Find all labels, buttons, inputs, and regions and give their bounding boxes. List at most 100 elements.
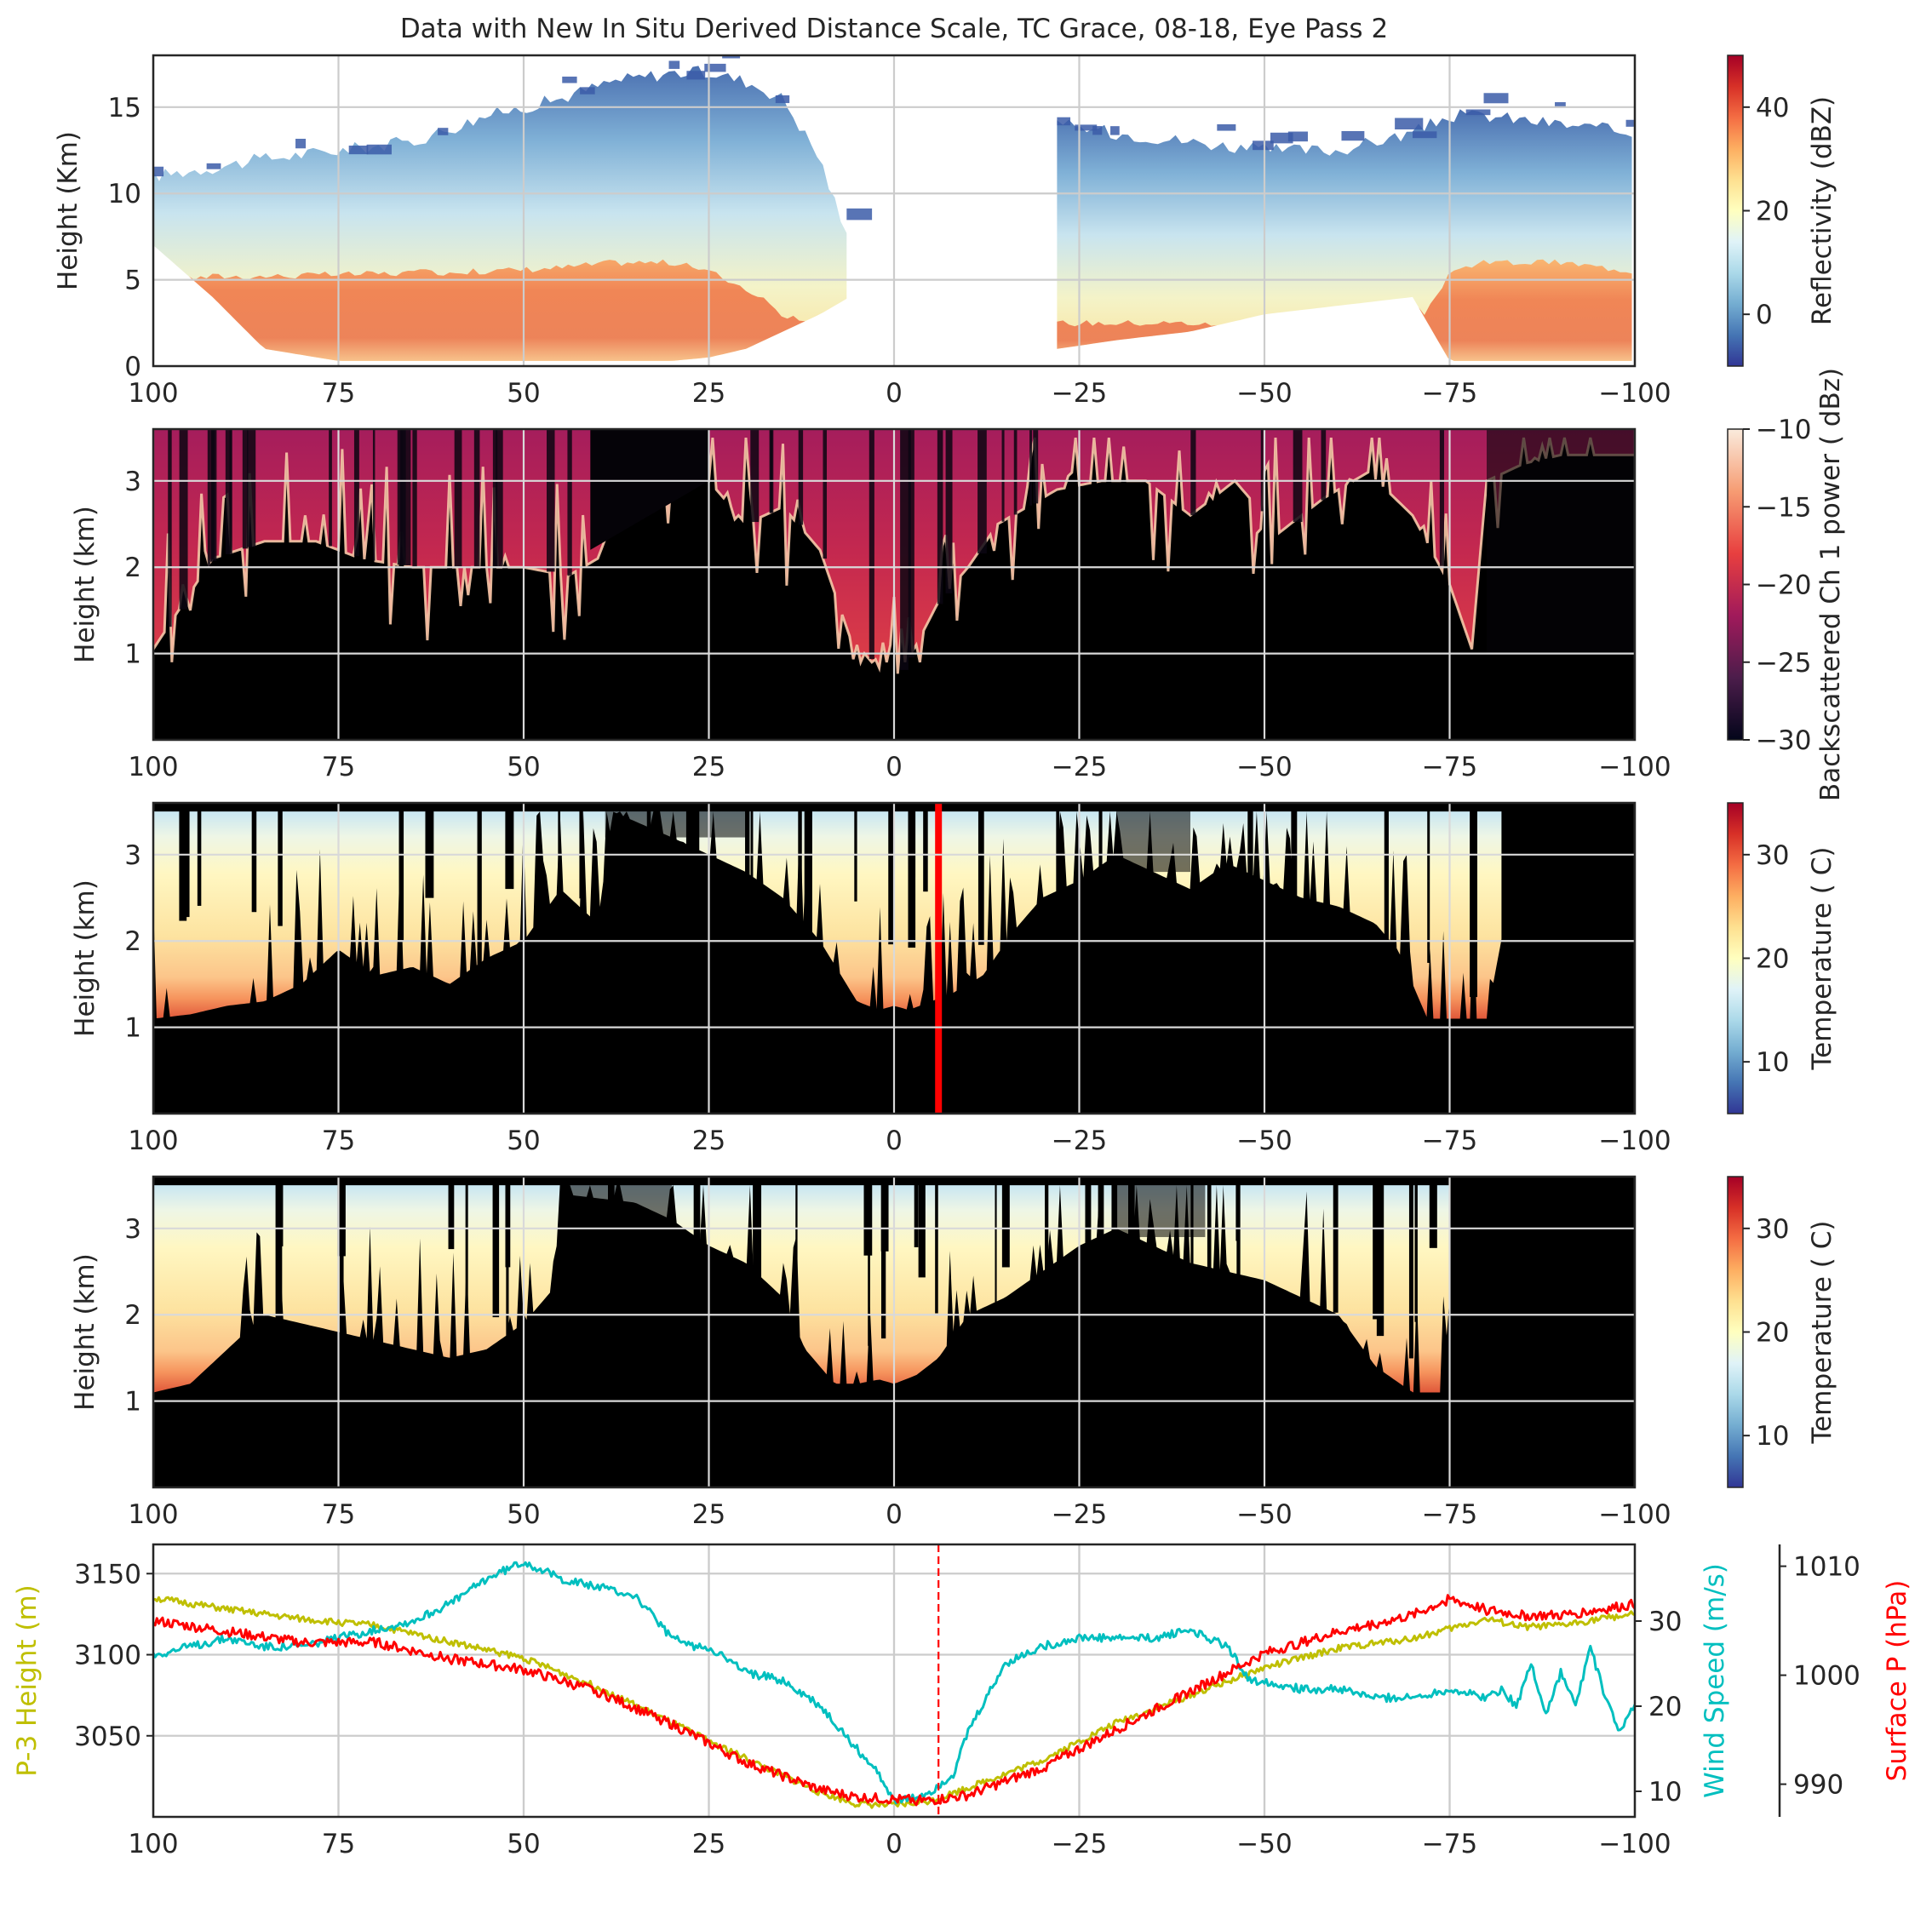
colorbar-tick-label: 40 [1756,93,1789,123]
backscatter-dark-column [1260,429,1264,512]
backscatter-dark-column [823,429,828,559]
chart-title: Data with New In Situ Derived Distance S… [400,14,1388,44]
temperature-dark-column [753,1177,762,1323]
reflectivity-fragment [366,144,392,155]
x-tick-label: 25 [692,1126,725,1156]
series-line-p-3-height-m- [153,1596,1635,1809]
reflectivity-fragment [1287,131,1308,142]
temperature-dark-column [398,803,404,942]
colorbar-tick-label: −30 [1756,725,1811,756]
backscatter-dark-column [329,429,332,547]
x-tick-label: 75 [322,1126,355,1156]
temperature-dark-column [646,803,651,885]
y-tick-label: 3 [124,467,141,497]
x-tick-label: 25 [692,752,725,782]
temperature-dark-column [1190,1177,1194,1271]
x-tick-label: 50 [507,1829,540,1859]
surface-pressure-tick-label: 1010 [1793,1552,1860,1583]
backscatter-dark-column [908,429,911,657]
temperature-dark-column [935,1177,938,1314]
x-tick-label: 100 [128,1126,178,1156]
colorbar-tick-label: 20 [1756,944,1789,975]
temperature-dark-column [1111,1177,1115,1327]
backscatter-dark-column [567,429,572,576]
wind-speed-tick-label: 30 [1648,1607,1682,1637]
temperature-dark-column [692,803,700,903]
reflectivity-fragment [722,55,741,59]
temperature-dark-column [1414,1177,1418,1322]
backscatter-dark-column [869,429,874,660]
backscatter-dark-column [1321,429,1327,501]
panel-backscatter: 100 75 50 25 0 −25 −50 −75 −100 123 Height (km) … [70,368,1846,801]
colorbar-temperature-1 [1727,802,1744,1114]
temperature-dark-column [1291,803,1298,932]
reflectivity-fragment [1075,124,1098,131]
reflectivity-fragment [668,60,680,69]
x-tick-label: 50 [507,1499,540,1530]
backscatter-dark-column [168,429,172,627]
backscatter-dark-column [210,429,213,562]
backscatter-dark-column [496,429,503,568]
surface-pressure-tick-label: 990 [1793,1770,1843,1801]
x-tick-label: 0 [886,1126,903,1156]
temperature-dark-column [795,1177,798,1298]
x-tick-label: 0 [886,1499,903,1530]
backscatter-dark-column [750,429,760,523]
backscatter-dark-column [353,429,359,557]
x-tick-label: −25 [1052,1499,1107,1530]
panel-flight-level: 100 75 50 25 0 −25 −50 −75 −100 3050 3100 3150 10 20… [12,1543,1912,1859]
temperature-dark-column [908,803,916,948]
y-tick-label: 2 [124,926,141,957]
temperature-dark-column [1236,1177,1241,1288]
panel-temperature-1: 100 75 50 25 0 −25 −50 −75 −100 123 Height (km) … [70,801,1837,1156]
reflectivity-fragment [1057,117,1071,126]
temperature-dark-column [798,803,802,931]
temperature-dark-column [275,1177,283,1380]
backscatter-dark-region [590,429,709,550]
colorbar-tick-label: 20 [1756,197,1789,227]
temperature-dark-column [1470,803,1477,998]
temperature-dark-column [995,1177,997,1355]
temperature-missing-region [1501,803,1635,1028]
temperature-dark-column [1569,803,1577,1007]
reflectivity-fragment [1217,124,1236,131]
x-tick-label: −100 [1598,1499,1671,1530]
reflectivity-fragment [1253,140,1274,151]
p3-height-tick-label: 3050 [74,1722,141,1752]
x-tick-label: −100 [1598,752,1671,782]
colorbar-temperature-2 [1727,1176,1744,1488]
reflectivity-fragment [1110,126,1120,135]
wind-speed-tick-label: 10 [1648,1777,1682,1808]
temperature-dark-column [1128,1177,1135,1292]
backscatter-dark-column [1439,429,1444,566]
x-tick-label: −50 [1236,1126,1292,1156]
x-tick-label: −75 [1422,1829,1477,1859]
colorbar-tick-label: 30 [1756,1214,1789,1245]
reflectivity-fragment [1413,131,1437,139]
x-tick-label: −75 [1422,1499,1477,1530]
reflectivity-fragment [1341,130,1365,141]
backscatter-dark-column [945,429,953,593]
temperature-dark-column [1056,803,1060,956]
temperature-dark-column [880,1177,886,1339]
temperature-dark-column [1333,1177,1339,1313]
temperature-dark-column [339,1177,344,1382]
axis-label-p3-height: P-3 Height (m) [12,1584,43,1777]
backscatter-dark-column [492,429,498,568]
backscatter-dark-column [908,429,914,658]
temperature-dark-column [1098,1177,1104,1332]
temperature-dark-column [506,1177,509,1384]
panel-reflectivity-frame [152,54,1637,368]
x-tick-label: −100 [1598,378,1671,409]
temperature-dark-column [689,803,696,1005]
y-tick-label: 2 [124,1300,141,1331]
reflectivity-fragment [1625,119,1635,127]
backscatter-dark-column [977,429,987,554]
y-tick-label: 1 [124,1387,141,1418]
colorbar-tick-label: 0 [1756,300,1773,330]
x-tick-label: −100 [1598,1829,1671,1859]
y-tick-label: 15 [108,93,141,123]
y-tick-label: 3 [124,1214,141,1245]
x-tick-label: −50 [1236,1829,1292,1859]
temperature-dark-column [278,1177,284,1246]
